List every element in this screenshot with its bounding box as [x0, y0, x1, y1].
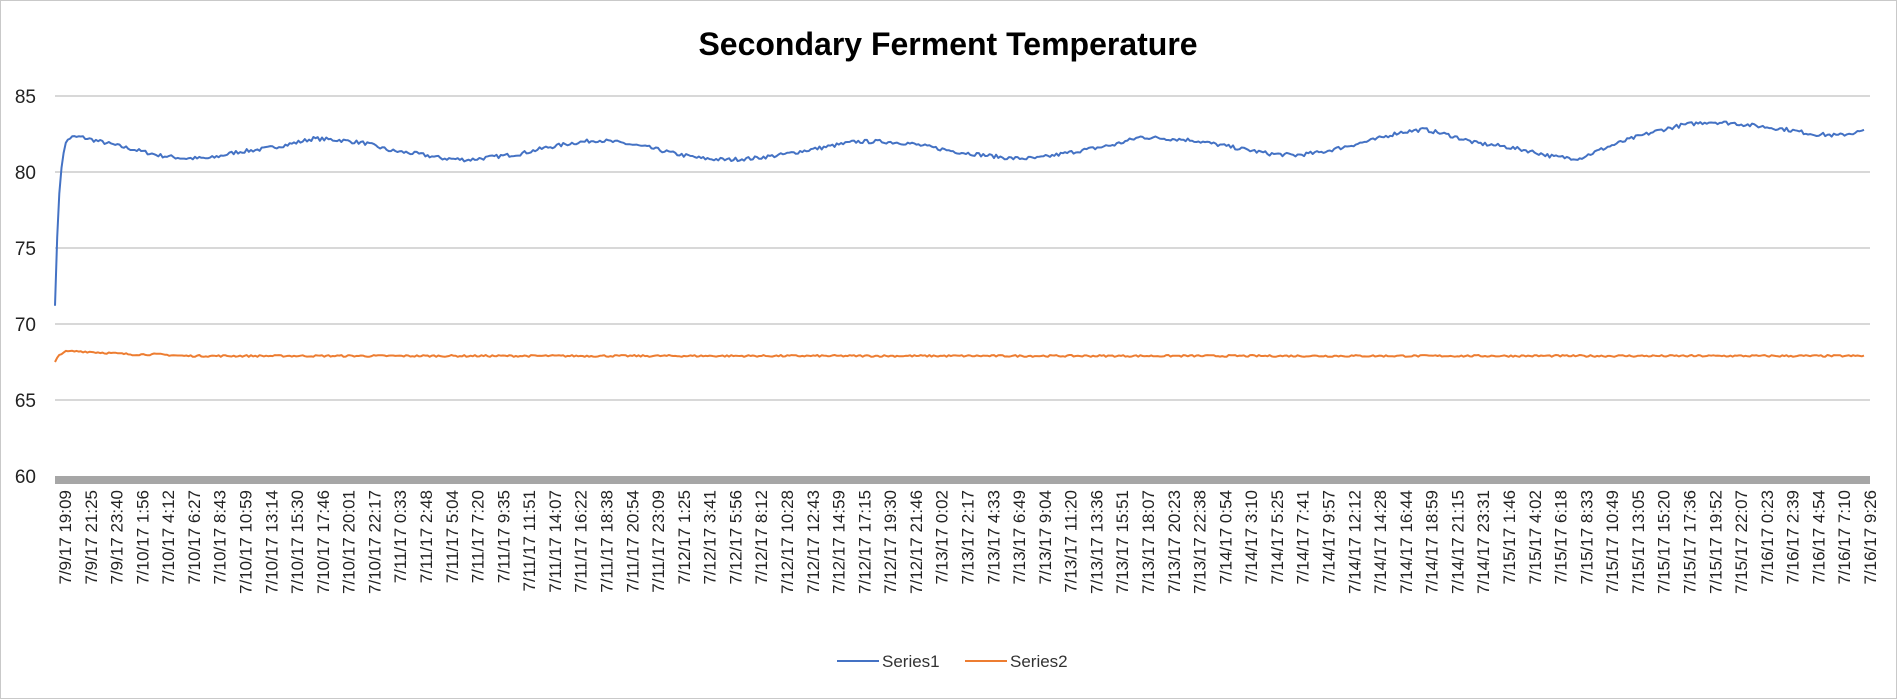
x-tick-label: 7/13/17 11:20: [1062, 490, 1081, 593]
x-tick-label: 7/10/17 10:59: [237, 490, 256, 594]
x-tick-label: 7/16/17 7:10: [1835, 490, 1854, 585]
x-tick-label: 7/15/17 22:07: [1732, 490, 1751, 594]
y-axis-ticks: 60 65 70 75 80 85: [15, 87, 36, 488]
x-tick-label: 7/13/17 0:02: [933, 490, 952, 585]
x-tick-label: 7/11/17 7:20: [469, 490, 488, 583]
y-tick-label: 65: [15, 391, 36, 412]
x-tick-label: 7/15/17 10:49: [1603, 490, 1622, 594]
x-tick-label: 7/10/17 13:14: [262, 490, 281, 594]
x-tick-label: 7/11/17 0:33: [391, 490, 410, 583]
x-tick-label: 7/12/17 12:43: [804, 490, 823, 594]
series-line-series1: [54, 120, 1865, 306]
x-tick-label: 7/11/17 11:51: [520, 490, 539, 591]
x-tick-label: 7/14/17 3:10: [1242, 490, 1261, 585]
x-tick-label: 7/15/17 17:36: [1681, 490, 1700, 594]
x-tick-label: 7/12/17 1:25: [675, 490, 694, 585]
x-tick-label: 7/11/17 5:04: [443, 490, 462, 583]
x-tick-label: 7/11/17 18:38: [598, 490, 617, 593]
x-tick-label: 7/14/17 14:28: [1371, 490, 1390, 594]
series-lines: [54, 120, 1865, 363]
x-tick-label: 7/10/17 20:01: [340, 490, 359, 594]
y-tick-label: 75: [15, 239, 36, 260]
x-tick-label: 7/15/17 6:18: [1552, 490, 1571, 585]
x-tick-label: 7/16/17 0:23: [1758, 490, 1777, 585]
y-tick-label: 70: [15, 315, 36, 336]
legend: Series1 Series2: [837, 652, 1068, 671]
x-tick-label: 7/15/17 15:20: [1655, 490, 1674, 594]
legend-label-series1: Series1: [882, 652, 940, 671]
x-tick-label: 7/11/17 16:22: [572, 490, 591, 593]
x-tick-label: 7/14/17 16:44: [1397, 490, 1416, 594]
x-tick-label: 7/12/17 8:12: [752, 490, 771, 585]
x-tick-label: 7/14/17 0:54: [1216, 490, 1235, 585]
x-tick-label: 7/10/17 22:17: [365, 490, 384, 594]
x-tick-label: 7/9/17 23:40: [108, 490, 127, 585]
x-tick-label: 7/10/17 1:56: [133, 490, 152, 585]
x-tick-label: 7/13/17 6:49: [1010, 490, 1029, 585]
x-tick-label: 7/9/17 19:09: [56, 490, 75, 585]
x-tick-label: 7/10/17 4:12: [159, 490, 178, 585]
x-tick-label: 7/16/17 2:39: [1784, 490, 1803, 585]
x-tick-label: 7/11/17 9:35: [494, 490, 513, 583]
x-tick-label: 7/14/17 9:57: [1320, 490, 1339, 585]
x-tick-label: 7/13/17 13:36: [1087, 490, 1106, 594]
x-tick-label: 7/14/17 12:12: [1345, 490, 1364, 594]
x-tick-label: 7/12/17 3:41: [701, 490, 720, 585]
x-tick-label: 7/10/17 17:46: [314, 490, 333, 594]
x-tick-label: 7/13/17 4:33: [984, 490, 1003, 585]
x-tick-label: 7/15/17 4:02: [1526, 490, 1545, 585]
y-tick-label: 85: [15, 87, 36, 108]
x-tick-label: 7/15/17 19:52: [1706, 490, 1725, 594]
x-tick-label: 7/14/17 23:31: [1474, 490, 1493, 594]
x-tick-label: 7/13/17 15:51: [1113, 490, 1132, 594]
x-tick-label: 7/16/17 9:26: [1861, 490, 1880, 585]
x-axis-ticks: 7/9/17 19:09 7/9/17 21:25 7/9/17 23:40 7/10…: [56, 490, 1880, 594]
x-tick-label: 7/13/17 18:07: [1139, 490, 1158, 594]
x-tick-label: 7/12/17 5:56: [726, 490, 745, 585]
x-axis-band: [55, 476, 1870, 484]
x-tick-label: 7/13/17 22:38: [1191, 490, 1210, 594]
x-tick-label: 7/14/17 21:15: [1448, 490, 1467, 594]
gridlines: [55, 95, 1870, 484]
x-tick-label: 7/11/17 20:54: [623, 490, 642, 593]
x-tick-label: 7/9/17 21:25: [82, 490, 101, 585]
x-tick-label: 7/16/17 4:54: [1809, 490, 1828, 585]
x-tick-label: 7/13/17 9:04: [1036, 490, 1055, 585]
x-tick-label: 7/15/17 1:46: [1500, 490, 1519, 585]
x-tick-label: 7/12/17 17:15: [855, 490, 874, 594]
x-tick-label: 7/12/17 21:46: [907, 490, 926, 594]
x-tick-label: 7/14/17 18:59: [1423, 490, 1442, 594]
x-tick-label: 7/14/17 7:41: [1294, 490, 1313, 585]
legend-label-series2: Series2: [1010, 652, 1068, 671]
x-tick-label: 7/10/17 15:30: [288, 490, 307, 594]
series-line-series2: [54, 349, 1865, 363]
x-tick-label: 7/12/17 14:59: [830, 490, 849, 594]
y-tick-label: 80: [15, 163, 36, 184]
x-tick-label: 7/11/17 2:48: [417, 490, 436, 583]
x-tick-label: 7/14/17 5:25: [1268, 490, 1287, 585]
x-tick-label: 7/11/17 23:09: [649, 490, 668, 593]
chart-title: Secondary Ferment Temperature: [698, 26, 1197, 62]
x-tick-label: 7/12/17 10:28: [778, 490, 797, 594]
x-tick-label: 7/11/17 14:07: [546, 490, 565, 593]
x-tick-label: 7/15/17 13:05: [1629, 490, 1648, 594]
y-tick-label: 60: [15, 467, 36, 488]
x-tick-label: 7/15/17 8:33: [1577, 490, 1596, 585]
x-tick-label: 7/10/17 8:43: [211, 490, 230, 585]
x-tick-label: 7/12/17 19:30: [881, 490, 900, 594]
x-tick-label: 7/13/17 2:17: [959, 490, 978, 585]
x-tick-label: 7/13/17 20:23: [1165, 490, 1184, 594]
x-tick-label: 7/10/17 6:27: [185, 490, 204, 585]
